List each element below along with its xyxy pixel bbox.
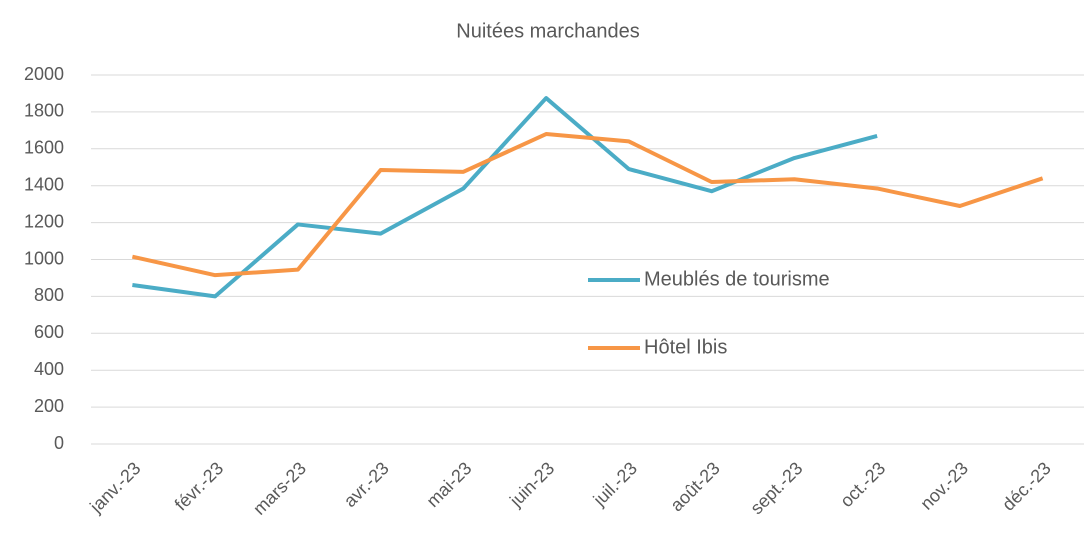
y-tick-label: 1600 <box>24 138 64 158</box>
y-tick-label: 2000 <box>24 64 64 84</box>
legend-label: Hôtel Ibis <box>644 336 727 358</box>
y-tick-label: 1200 <box>24 211 64 231</box>
y-tick-label: 600 <box>34 322 64 342</box>
x-tick-label: avr.-23 <box>340 458 393 511</box>
x-tick-label: oct.-23 <box>836 458 889 511</box>
y-tick-label: 1800 <box>24 101 64 121</box>
y-tick-label: 0 <box>54 433 64 453</box>
series-line <box>131 132 1044 278</box>
x-tick-label: sept.-23 <box>746 458 806 518</box>
x-tick-label: août-23 <box>666 458 723 515</box>
x-tick-label: janv.-23 <box>85 458 144 517</box>
chart-title: Nuitées marchandes <box>456 20 639 42</box>
x-tick-label: nov.-23 <box>916 458 972 514</box>
y-tick-label: 400 <box>34 359 64 379</box>
y-tick-label: 1400 <box>24 174 64 194</box>
y-tick-label: 1000 <box>24 248 64 268</box>
x-tick-label: févr.-23 <box>171 458 228 515</box>
legend-label: Meublés de tourisme <box>644 268 830 290</box>
x-tick-label: mai-23 <box>423 458 476 511</box>
y-tick-label: 200 <box>34 396 64 416</box>
y-tick-label: 800 <box>34 285 64 305</box>
x-tick-label: juin-23 <box>505 458 558 511</box>
x-tick-label: mars-23 <box>249 458 310 519</box>
x-tick-label: juil.-23 <box>589 458 641 510</box>
x-tick-label: déc.-23 <box>998 458 1055 515</box>
series-line <box>132 96 878 299</box>
